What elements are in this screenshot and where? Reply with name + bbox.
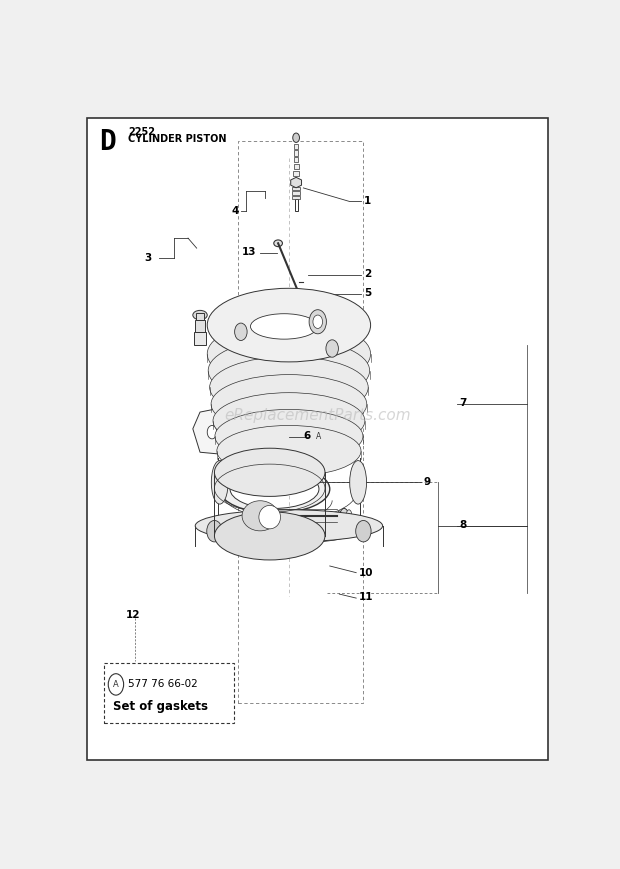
Ellipse shape xyxy=(254,511,257,521)
Text: 2: 2 xyxy=(364,269,371,279)
Bar xyxy=(196,313,205,320)
Ellipse shape xyxy=(337,511,341,521)
Ellipse shape xyxy=(270,368,275,372)
Polygon shape xyxy=(258,317,267,325)
Bar xyxy=(293,170,299,176)
Circle shape xyxy=(239,443,248,457)
Bar xyxy=(294,199,298,211)
Ellipse shape xyxy=(250,314,317,339)
Text: 4: 4 xyxy=(231,206,239,216)
Circle shape xyxy=(325,426,335,439)
Ellipse shape xyxy=(350,461,366,504)
Polygon shape xyxy=(291,177,301,188)
Circle shape xyxy=(309,309,326,334)
Bar xyxy=(195,320,205,332)
Circle shape xyxy=(326,340,339,357)
Polygon shape xyxy=(193,402,349,455)
Ellipse shape xyxy=(215,512,325,560)
Circle shape xyxy=(356,521,371,542)
Bar xyxy=(194,332,206,345)
Bar xyxy=(292,191,301,195)
Ellipse shape xyxy=(218,515,360,543)
Ellipse shape xyxy=(217,426,361,476)
Bar xyxy=(292,196,301,199)
Circle shape xyxy=(206,521,222,542)
Text: 7: 7 xyxy=(459,398,467,408)
Ellipse shape xyxy=(193,310,207,320)
Text: Set of gaskets: Set of gaskets xyxy=(113,700,208,713)
Ellipse shape xyxy=(259,506,280,529)
Ellipse shape xyxy=(215,409,363,463)
Text: CYLINDER PISTON: CYLINDER PISTON xyxy=(128,134,226,143)
FancyBboxPatch shape xyxy=(104,663,234,723)
Bar xyxy=(294,150,298,156)
Bar xyxy=(292,182,301,185)
Circle shape xyxy=(293,133,299,143)
Text: 3: 3 xyxy=(144,253,152,263)
Circle shape xyxy=(207,426,217,439)
Bar xyxy=(270,368,274,379)
Text: 12: 12 xyxy=(125,610,140,620)
Ellipse shape xyxy=(195,510,383,542)
Text: 13: 13 xyxy=(242,247,256,257)
Bar xyxy=(294,164,299,169)
Bar xyxy=(294,157,298,163)
Text: 5: 5 xyxy=(364,288,371,298)
Ellipse shape xyxy=(340,508,348,523)
Ellipse shape xyxy=(242,501,278,531)
Circle shape xyxy=(234,323,247,341)
Text: A: A xyxy=(316,432,321,441)
Ellipse shape xyxy=(231,410,317,448)
Text: A: A xyxy=(113,680,119,689)
Text: 9: 9 xyxy=(423,477,430,487)
Ellipse shape xyxy=(208,338,370,402)
Text: eReplacementParts.com: eReplacementParts.com xyxy=(224,408,411,423)
Text: 1: 1 xyxy=(364,196,371,206)
Circle shape xyxy=(228,447,235,458)
Bar xyxy=(260,321,264,338)
Ellipse shape xyxy=(207,321,371,388)
FancyBboxPatch shape xyxy=(87,117,548,760)
Bar xyxy=(292,187,301,190)
Text: 11: 11 xyxy=(358,593,373,602)
Text: 6: 6 xyxy=(303,431,311,441)
Ellipse shape xyxy=(219,465,330,513)
Ellipse shape xyxy=(211,375,367,434)
Ellipse shape xyxy=(230,469,319,508)
Ellipse shape xyxy=(274,240,283,247)
Ellipse shape xyxy=(211,461,228,504)
Bar xyxy=(294,143,298,149)
Ellipse shape xyxy=(255,462,322,482)
Ellipse shape xyxy=(210,356,368,418)
Ellipse shape xyxy=(346,510,352,521)
Text: 2252: 2252 xyxy=(128,127,155,137)
Text: 10: 10 xyxy=(358,567,373,578)
Circle shape xyxy=(313,315,322,328)
Circle shape xyxy=(296,443,306,457)
Ellipse shape xyxy=(213,393,365,449)
Ellipse shape xyxy=(215,448,325,496)
Ellipse shape xyxy=(268,367,277,374)
Text: 8: 8 xyxy=(459,521,467,530)
Text: D: D xyxy=(99,128,116,156)
Ellipse shape xyxy=(207,289,371,362)
Text: 577 76 66-02: 577 76 66-02 xyxy=(128,680,198,689)
